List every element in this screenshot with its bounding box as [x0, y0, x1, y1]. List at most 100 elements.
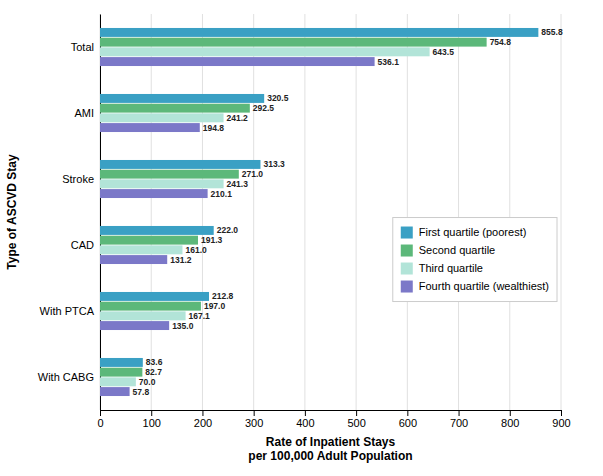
bars	[100, 28, 538, 396]
y-tick-label: With PTCA	[40, 305, 95, 317]
y-tick-label: With CABG	[38, 371, 94, 383]
x-tick: 300	[245, 410, 263, 429]
x-tick: 100	[143, 410, 161, 429]
data-label: 57.8	[133, 387, 150, 397]
legend-frame	[393, 218, 557, 302]
x-tick: 200	[194, 410, 212, 429]
data-label: 241.2	[227, 113, 249, 123]
x-axis: 0100200300400500600700800900	[97, 410, 570, 429]
legend-swatch	[401, 227, 413, 239]
bar	[100, 311, 186, 320]
data-label: 70.0	[139, 377, 156, 387]
x-tick-mark	[151, 410, 152, 416]
bar	[100, 57, 375, 66]
grid-line	[253, 14, 254, 410]
grid-line	[509, 14, 510, 410]
x-tick-mark	[561, 410, 562, 416]
y-axis-title: Type of ASCVD Stay	[5, 154, 19, 270]
x-tick: 0	[97, 410, 103, 429]
bar	[100, 245, 182, 254]
x-tick-label: 400	[296, 417, 314, 429]
bar	[100, 123, 200, 132]
x-tick-mark	[510, 410, 511, 416]
data-label: 161.0	[185, 245, 207, 255]
bar	[100, 236, 198, 245]
data-label: 536.1	[378, 57, 400, 67]
x-tick: 800	[501, 410, 519, 429]
x-tick: 600	[399, 410, 417, 429]
x-tick-mark	[100, 410, 101, 416]
y-tick: Total	[71, 41, 94, 53]
chart: 0100200300400500600700800900TotalAMIStro…	[0, 0, 603, 476]
data-label: 82.7	[145, 367, 162, 377]
data-label: 320.5	[267, 93, 289, 103]
grid-line	[100, 14, 101, 410]
y-tick-label: AMI	[74, 107, 94, 119]
data-label: 855.8	[541, 27, 563, 37]
y-axis-line	[100, 15, 101, 411]
data-label: 131.2	[170, 255, 192, 265]
bar	[100, 226, 214, 235]
grid-line	[407, 14, 408, 410]
bar	[100, 104, 250, 113]
data-label: 271.0	[242, 169, 264, 179]
bar	[100, 255, 167, 264]
x-tick-label: 600	[399, 417, 417, 429]
data-label: 135.0	[172, 321, 194, 331]
data-label: 212.8	[212, 291, 234, 301]
legend-swatch	[401, 281, 413, 293]
legend: First quartile (poorest)Second quartileT…	[393, 218, 557, 302]
x-tick-label: 700	[450, 417, 468, 429]
x-axis-line	[101, 411, 562, 417]
data-label: 83.6	[146, 357, 163, 367]
data-label: 241.3	[227, 179, 249, 189]
bar	[100, 377, 136, 386]
bar	[100, 113, 224, 122]
x-tick-label: 200	[194, 417, 212, 429]
bar	[100, 179, 224, 188]
x-tick-mark	[459, 410, 460, 416]
x-tick-label: 800	[501, 417, 519, 429]
data-label: 210.1	[211, 189, 233, 199]
bar	[100, 170, 239, 179]
x-tick-mark	[305, 410, 306, 416]
x-tick-mark	[407, 410, 408, 416]
bar	[100, 358, 143, 367]
bar	[100, 47, 430, 56]
data-label: 167.1	[189, 311, 211, 321]
grid	[100, 14, 561, 410]
x-tick-label: 900	[552, 417, 570, 429]
x-tick-mark	[254, 410, 255, 416]
plot: 0100200300400500600700800900TotalAMIStro…	[38, 14, 571, 429]
legend-item: Third quartile	[401, 262, 483, 274]
bar	[100, 302, 201, 311]
y-tick: CAD	[71, 239, 94, 251]
y-axis: Total AMI Stroke CAD With PTCA With CABG	[38, 15, 101, 411]
x-tick-mark	[356, 410, 357, 416]
grid-line	[561, 14, 562, 410]
bar	[100, 368, 142, 377]
legend-swatch	[401, 245, 413, 257]
bar	[100, 160, 260, 169]
grid-line	[458, 14, 459, 410]
data-label: 292.5	[253, 103, 275, 113]
data-label: 197.0	[204, 301, 226, 311]
grid-line	[356, 14, 357, 410]
bar	[100, 28, 538, 37]
y-tick: With CABG	[38, 371, 94, 383]
grid-line	[304, 14, 305, 410]
x-tick-label: 0	[97, 417, 103, 429]
y-tick: With PTCA	[40, 305, 95, 317]
legend-label: First quartile (poorest)	[419, 226, 527, 238]
x-tick-label: 100	[143, 417, 161, 429]
y-tick-label: Stroke	[62, 173, 94, 185]
data-label: 313.3	[263, 159, 285, 169]
bar	[100, 292, 209, 301]
bar	[100, 321, 169, 330]
data-label: 194.8	[203, 123, 225, 133]
grid-line	[151, 14, 152, 410]
data-label: 191.3	[201, 235, 223, 245]
bar	[100, 387, 130, 396]
y-tick-label: Total	[71, 41, 94, 53]
bar	[100, 38, 487, 47]
